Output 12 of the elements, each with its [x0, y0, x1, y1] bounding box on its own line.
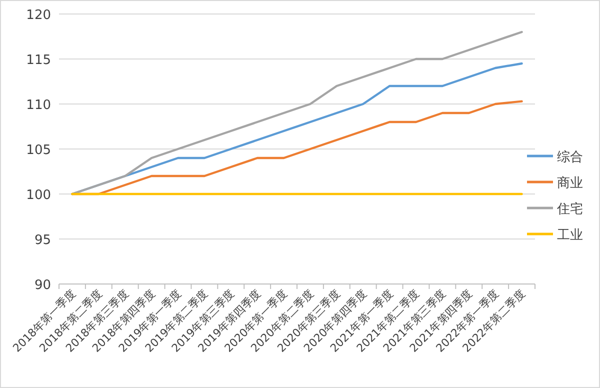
y-tick-label: 120 [26, 8, 51, 23]
legend-label: 工业 [557, 228, 583, 243]
line-series [71, 30, 523, 196]
y-tick-label: 95 [34, 233, 51, 248]
y-tick-label: 100 [26, 188, 51, 203]
y-tick-label: 105 [26, 143, 51, 158]
y-tick-label: 110 [26, 98, 51, 113]
legend-label: 综合 [557, 150, 583, 165]
legend-label: 商业 [557, 176, 583, 191]
legend-label: 住宅 [556, 201, 583, 217]
y-tick-label: 90 [34, 278, 51, 293]
y-tick-label: 115 [26, 53, 51, 68]
